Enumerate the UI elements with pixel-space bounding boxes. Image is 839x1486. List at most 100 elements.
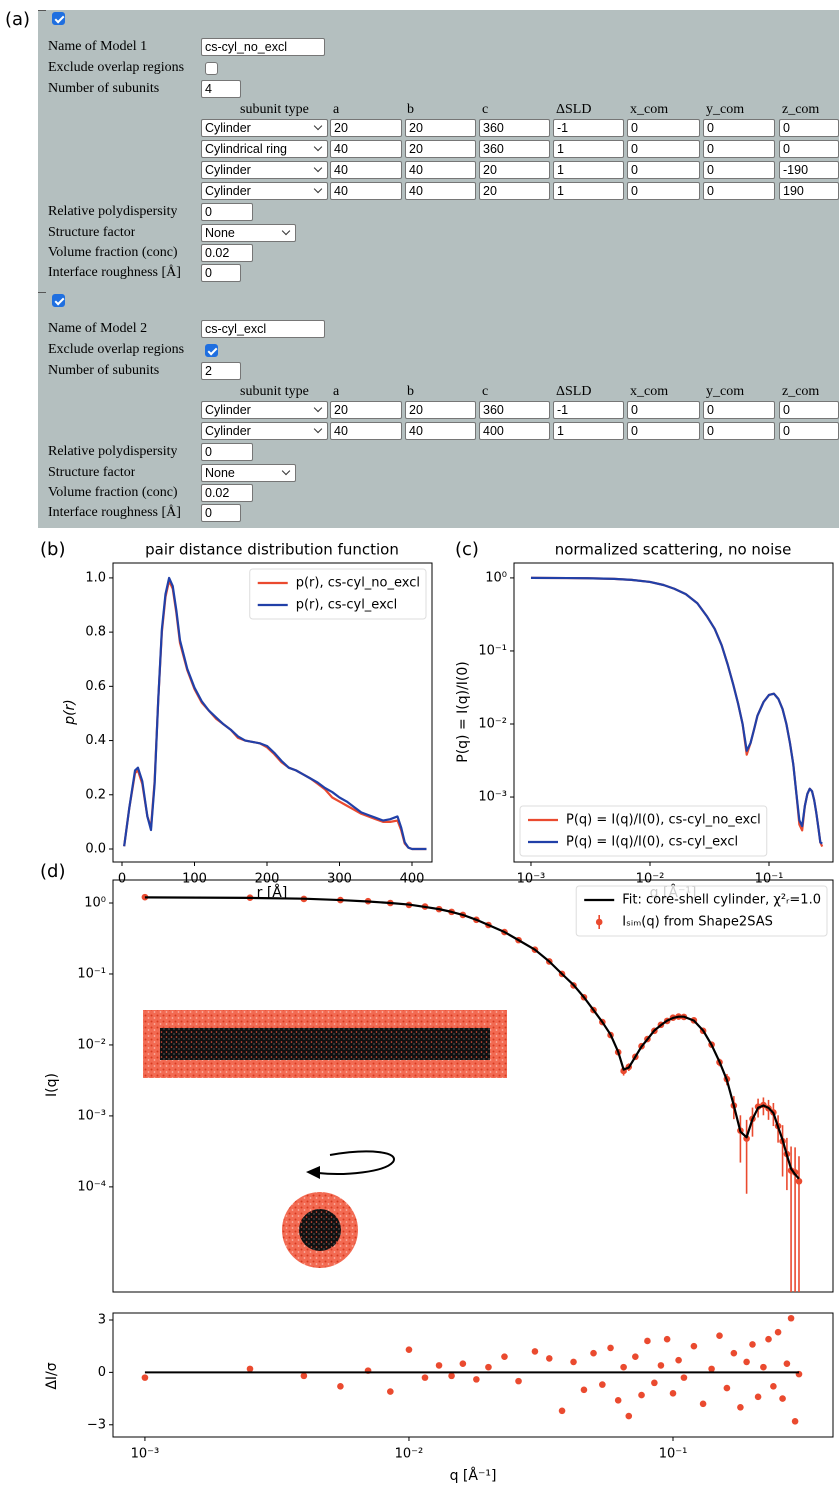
parameter-input[interactable]: 20: [479, 161, 550, 179]
parameter-input[interactable]: 190: [779, 182, 839, 200]
subunit-type-select[interactable]: Cylinder: [201, 161, 328, 179]
y-tick-label: 10⁻¹: [478, 643, 507, 658]
data-point: [485, 1363, 492, 1371]
y-axis-label: p(r): [62, 699, 78, 726]
data-point: [387, 1388, 394, 1395]
parameter-input[interactable]: 0: [703, 140, 775, 158]
parameter-input[interactable]: 0: [703, 422, 775, 440]
parameter-input[interactable]: 0: [703, 182, 775, 200]
parameter-input[interactable]: 0: [627, 161, 700, 179]
parameter-input[interactable]: 20: [405, 140, 476, 158]
data-point: [651, 1379, 658, 1387]
parameter-input[interactable]: 0: [703, 119, 775, 137]
parameter-input[interactable]: 0: [779, 422, 839, 440]
subunit-type-select[interactable]: Cylinder: [201, 401, 328, 419]
field-label: Structure factor: [48, 465, 136, 480]
parameter-input[interactable]: 20: [405, 401, 476, 419]
parameter-input[interactable]: 0: [627, 401, 700, 419]
parameter-input[interactable]: 20: [479, 182, 550, 200]
enable-checkbox[interactable]: [52, 12, 65, 25]
name-input[interactable]: cs-cyl_excl: [201, 320, 325, 338]
parameter-input[interactable]: 1: [553, 422, 624, 440]
structure-factor-select[interactable]: None: [201, 224, 296, 242]
subunits-input[interactable]: 4: [201, 80, 241, 98]
parameter-input[interactable]: 360: [479, 119, 550, 137]
parameter-input[interactable]: 0: [703, 401, 775, 419]
conc-input[interactable]: 0.02: [201, 484, 253, 502]
name-input[interactable]: cs-cyl_no_excl: [201, 38, 325, 56]
subunits-input[interactable]: 2: [201, 362, 241, 380]
legend-label: P(q) = I(q)/I(0), cs-cyl_excl: [566, 835, 738, 850]
subunit-type-select[interactable]: Cylinder: [201, 119, 328, 137]
subunit-type-select[interactable]: Cylindrical ring: [201, 140, 328, 158]
subunit-type-select[interactable]: Cylinder: [201, 422, 328, 440]
parameter-input[interactable]: 40: [405, 422, 476, 440]
cross-section-core: [299, 1209, 341, 1251]
field-label: Name of Model 1: [48, 39, 148, 54]
parameter-input[interactable]: 0: [627, 140, 700, 158]
x-tick-label: 10⁻²: [636, 872, 665, 887]
data-point: [779, 1395, 786, 1402]
parameter-input[interactable]: 20: [330, 119, 402, 137]
data-point: [300, 1372, 308, 1380]
lines-layer: [530, 576, 824, 847]
parameter-input[interactable]: -190: [779, 161, 839, 179]
model-illustration: [143, 1010, 507, 1268]
legend-label: Fit: core-shell cylinder, χ²ᵣ=1.0: [622, 893, 821, 908]
x-tick-label: 300: [327, 872, 352, 887]
enable-checkbox[interactable]: [52, 294, 65, 307]
parameter-input[interactable]: 20: [330, 401, 402, 419]
subunit-type-select[interactable]: Cylinder: [201, 182, 328, 200]
field-label: Volume fraction (conc): [48, 485, 178, 500]
roughness-input[interactable]: 0: [201, 504, 241, 522]
exclude-checkbox[interactable]: [205, 344, 218, 357]
parameter-input[interactable]: 1: [553, 140, 624, 158]
rotation-arrow: [317, 1150, 396, 1175]
data-point: [625, 1412, 633, 1420]
parameter-input[interactable]: 40: [330, 182, 402, 200]
y-axis-label: P(q) = I(q)/I(0): [455, 661, 471, 763]
parameter-input[interactable]: 400: [479, 422, 550, 440]
field-label: Exclude overlap regions: [48, 60, 185, 75]
chart: (b) pair distance distribution function r …: [40, 539, 433, 901]
y-tick-label: 0.0: [85, 841, 106, 856]
parameter-input[interactable]: 40: [405, 161, 476, 179]
parameter-input[interactable]: 40: [405, 182, 476, 200]
polydispersity-input[interactable]: 0: [201, 443, 253, 461]
data-point: [730, 1349, 738, 1357]
parameter-input[interactable]: 0: [627, 422, 700, 440]
parameter-input[interactable]: -1: [553, 401, 624, 419]
parameter-input[interactable]: 0: [779, 140, 839, 158]
parameter-input[interactable]: 0: [703, 161, 775, 179]
structure-factor-select[interactable]: None: [201, 464, 296, 482]
parameter-input[interactable]: 0: [627, 182, 700, 200]
parameter-input[interactable]: 20: [405, 119, 476, 137]
polydispersity-input[interactable]: 0: [201, 203, 253, 221]
data-point: [663, 1335, 671, 1343]
panel-label: (a): [5, 10, 31, 30]
data-point: [657, 1362, 665, 1369]
roughness-input[interactable]: 0: [201, 264, 241, 282]
parameter-input[interactable]: 40: [330, 161, 402, 179]
exclude-checkbox[interactable]: [205, 62, 218, 75]
conc-input[interactable]: 0.02: [201, 244, 253, 262]
chart: q [Å⁻¹] ΔI/σ 3 0 −3 10⁻³ 10⁻² 10⁻¹: [44, 1312, 834, 1484]
parameter-input[interactable]: 0: [779, 401, 839, 419]
parameter-input[interactable]: 40: [330, 422, 402, 440]
parameter-input[interactable]: 360: [479, 140, 550, 158]
x-tick-label: 100: [182, 872, 207, 887]
parameter-input[interactable]: 0: [779, 119, 839, 137]
parameter-input[interactable]: 40: [330, 140, 402, 158]
parameter-input[interactable]: 360: [479, 401, 550, 419]
parameter-input[interactable]: 1: [553, 161, 624, 179]
axes-frame: [112, 879, 834, 1293]
column-header: x_com: [630, 102, 669, 117]
parameter-input[interactable]: -1: [553, 119, 624, 137]
column-header: subunit type: [240, 384, 309, 399]
lines-layer: [123, 576, 427, 851]
data-point: [644, 1337, 651, 1345]
legend: P(q) = I(q)/I(0), cs-cyl_no_excl P(q) = I…: [519, 805, 768, 857]
parameter-input[interactable]: 0: [627, 119, 700, 137]
parameter-input[interactable]: 1: [553, 182, 624, 200]
points-layer: [141, 1314, 803, 1425]
